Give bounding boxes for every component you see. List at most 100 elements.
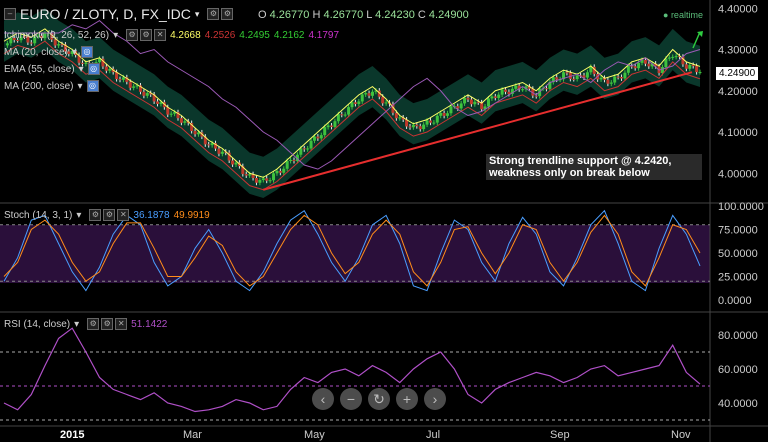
time-tick-label: Sep [550,429,570,441]
candle-body [695,66,699,73]
candle-body [19,36,23,41]
candle-body [135,85,139,87]
chevron-down-icon[interactable]: ▾ [194,8,200,19]
candle-body [176,112,180,119]
candle-body [156,101,160,104]
support-trendline [263,71,693,191]
candle-body [333,121,337,127]
up-arrow-icon [692,31,701,49]
candle-body [70,51,74,54]
ichimoku-legend[interactable]: Ichimoku (9, 26, 52, 26) ▾ ⚙ ⚙ ✕ 4.2668 4.… [4,29,339,41]
candle-body [166,107,170,115]
stoch-k-line [3,209,701,292]
candle-body [401,117,405,120]
candle-body [265,178,269,181]
candle-body [22,36,26,38]
candle-body [261,178,265,181]
candle-body [633,66,637,69]
candle-body [330,125,334,127]
rsi-line [3,327,701,413]
settings-icon: ⚙ [87,318,100,330]
time-tick-label: May [304,429,325,441]
candle-body [12,37,16,41]
ichimoku-kijun-line [3,40,701,191]
candle-body [469,99,473,105]
zoom-in-icon[interactable]: + [396,388,418,410]
candle-body [616,76,620,78]
candle-body [138,85,142,92]
candle-body [480,102,484,110]
candle-body [654,63,658,67]
gear-icon[interactable]: ⚙ [140,29,153,41]
candle-body [422,124,426,130]
ichimoku-label: Ichimoku (9, 26, 52, 26) [4,29,110,41]
chart-nav-bar[interactable]: ‹ − ↻ + › [312,388,446,410]
candle-body [306,148,310,150]
candle-body [118,79,122,81]
candle-body [132,86,136,88]
candle-body [173,112,177,114]
candle-body [671,56,675,58]
zoom-out-icon[interactable]: − [340,388,362,410]
candle-body [128,81,132,88]
candle-body [377,90,381,97]
candle-body [57,44,61,46]
candle-body [231,160,235,165]
chevron-down-icon[interactable]: ▾ [113,29,119,41]
candle-body [456,106,460,109]
ma20-label: MA (20, close) [4,46,68,58]
candle-body [244,174,248,176]
chevron-down-icon: ▾ [78,63,84,75]
candle-body [203,136,207,145]
candle-body [214,143,218,149]
candle-body [398,117,402,119]
ma20-legend[interactable]: MA (20, close) ▾ ◎ [4,46,93,58]
candle-body [678,56,682,58]
candle-body [67,51,71,54]
settings-icon[interactable]: ⚙ [126,29,139,41]
candle-body [360,94,364,102]
ma200-legend[interactable]: MA (200, close) ▾ ◎ [4,80,99,92]
candle-body [33,36,37,44]
close-icon[interactable]: ✕ [154,29,167,41]
candle-body [121,77,125,80]
ema55-legend[interactable]: EMA (55, close) ▾ ◎ [4,63,100,75]
eye-icon[interactable]: ◎ [80,46,93,58]
up-arrowhead-icon [697,31,703,37]
candle-body [217,148,221,154]
rsi-legend[interactable]: RSI (14, close) ▾ ⚙ ⚙ ✕ 51.1422 [4,318,167,330]
candle-body [428,120,432,123]
candle-body [449,106,453,114]
candle-body [575,75,579,80]
candle-body [84,62,88,64]
price-tick-label: 4.00000 [718,168,758,180]
settings-icon[interactable]: ⚙ [207,8,220,20]
candle-body [667,57,671,59]
gear-icon[interactable]: ⚙ [221,8,234,20]
eye-icon[interactable]: ◎ [86,80,99,92]
stoch-d-line [3,214,701,287]
candle-body [620,76,624,79]
eye-icon[interactable]: ◎ [87,63,100,75]
candle-body [299,148,303,155]
candle-body [504,89,508,92]
candle-body [660,67,664,74]
candle-body [193,131,197,135]
candle-body [292,159,296,162]
time-tick-label: Nov [671,429,691,441]
candle-body [408,126,412,128]
collapse-icon[interactable]: – [4,8,16,20]
scroll-left-icon[interactable]: ‹ [312,388,334,410]
candle-body [336,114,340,122]
scroll-right-icon[interactable]: › [424,388,446,410]
stoch-band-fill [0,225,710,283]
reset-icon[interactable]: ↻ [368,388,390,410]
candle-body [302,148,306,150]
candle-body [476,101,480,103]
chevron-down-icon: ▾ [71,46,77,58]
candle-body [309,140,313,149]
candle-body [9,37,13,44]
chart-title-bar[interactable]: – EURO / ZLOTY, D, FX_IDC ▾ ⚙ ⚙ [4,6,234,22]
stoch-legend[interactable]: Stoch (14, 3, 1) ▾ ⚙ ⚙ ✕ 36.1878 49.9919 [4,209,210,221]
